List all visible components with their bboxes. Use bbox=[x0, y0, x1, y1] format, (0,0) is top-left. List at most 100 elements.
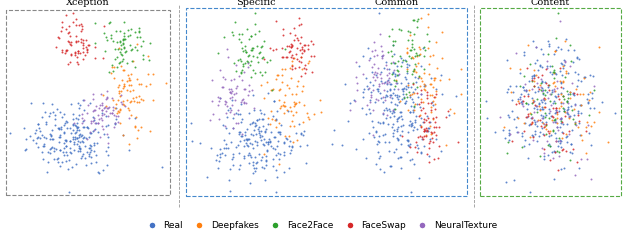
Point bbox=[416, 108, 426, 112]
Point bbox=[511, 84, 522, 88]
Point bbox=[394, 115, 404, 119]
Point bbox=[393, 137, 403, 141]
Point bbox=[521, 88, 531, 92]
Point bbox=[584, 99, 594, 102]
Point bbox=[75, 51, 85, 55]
Point bbox=[541, 120, 552, 124]
Point bbox=[110, 122, 120, 126]
Point bbox=[419, 127, 429, 131]
Point bbox=[340, 82, 350, 86]
Point bbox=[107, 111, 117, 114]
Point bbox=[102, 145, 113, 149]
Point bbox=[131, 95, 141, 99]
Point bbox=[116, 102, 127, 106]
Point bbox=[73, 39, 83, 43]
Point bbox=[109, 114, 119, 117]
Point bbox=[85, 102, 95, 105]
Point bbox=[202, 175, 212, 178]
Point bbox=[119, 84, 129, 88]
Point bbox=[61, 159, 71, 163]
Point bbox=[39, 144, 49, 148]
Point bbox=[374, 140, 385, 144]
Point bbox=[396, 142, 406, 146]
Point bbox=[81, 136, 91, 140]
Point bbox=[77, 112, 88, 116]
Point bbox=[535, 119, 545, 122]
Point bbox=[58, 123, 68, 127]
Point bbox=[382, 67, 392, 71]
Point bbox=[237, 134, 247, 138]
Point bbox=[62, 48, 72, 52]
Point bbox=[547, 73, 557, 76]
Point bbox=[388, 109, 398, 113]
Point bbox=[557, 64, 568, 68]
Point bbox=[70, 124, 81, 127]
Point bbox=[527, 121, 537, 125]
Point bbox=[303, 61, 314, 65]
Point bbox=[372, 53, 383, 57]
Point bbox=[378, 170, 388, 174]
Point bbox=[396, 155, 406, 159]
Point bbox=[109, 76, 119, 80]
Point bbox=[263, 140, 273, 144]
Point bbox=[550, 132, 560, 135]
Point bbox=[284, 109, 294, 113]
Point bbox=[419, 83, 429, 86]
Point bbox=[259, 129, 269, 133]
Point bbox=[44, 114, 54, 118]
Point bbox=[357, 95, 367, 99]
Point bbox=[396, 166, 406, 170]
Point bbox=[242, 27, 252, 31]
Point bbox=[408, 110, 418, 114]
Point bbox=[230, 20, 240, 24]
Point bbox=[257, 165, 268, 169]
Point bbox=[101, 109, 111, 113]
Point bbox=[558, 122, 568, 126]
Point bbox=[403, 130, 413, 134]
Point bbox=[74, 128, 84, 132]
Point bbox=[532, 110, 543, 114]
Point bbox=[90, 41, 100, 45]
Point bbox=[286, 42, 296, 45]
Point bbox=[236, 102, 246, 106]
Point bbox=[381, 93, 391, 96]
Point bbox=[254, 51, 264, 55]
Point bbox=[266, 130, 276, 134]
Point bbox=[270, 169, 280, 172]
Point bbox=[405, 93, 415, 97]
Point bbox=[411, 51, 421, 55]
Point bbox=[97, 101, 108, 105]
Point bbox=[406, 85, 417, 89]
Point bbox=[125, 44, 136, 47]
Point bbox=[225, 96, 235, 99]
Point bbox=[428, 103, 438, 107]
Point bbox=[120, 104, 130, 108]
Point bbox=[213, 104, 223, 107]
Point bbox=[543, 39, 554, 43]
Point bbox=[422, 32, 433, 36]
Point bbox=[556, 145, 566, 149]
Point bbox=[423, 101, 433, 105]
Point bbox=[188, 139, 198, 143]
Point bbox=[224, 131, 234, 135]
Point bbox=[401, 52, 412, 55]
Point bbox=[412, 54, 422, 58]
Point bbox=[552, 125, 563, 129]
Point bbox=[548, 70, 558, 74]
Point bbox=[67, 131, 77, 135]
Point bbox=[405, 145, 415, 149]
Point bbox=[84, 143, 95, 147]
Point bbox=[569, 91, 579, 95]
Point bbox=[118, 133, 128, 137]
Point bbox=[351, 89, 362, 92]
Point bbox=[76, 30, 86, 33]
Point bbox=[417, 135, 428, 139]
Point bbox=[556, 92, 566, 96]
Point bbox=[124, 116, 134, 120]
Point bbox=[420, 48, 430, 52]
Point bbox=[548, 118, 559, 122]
Point bbox=[246, 48, 256, 52]
Point bbox=[75, 132, 85, 136]
Point bbox=[109, 106, 120, 109]
Point bbox=[108, 98, 118, 102]
